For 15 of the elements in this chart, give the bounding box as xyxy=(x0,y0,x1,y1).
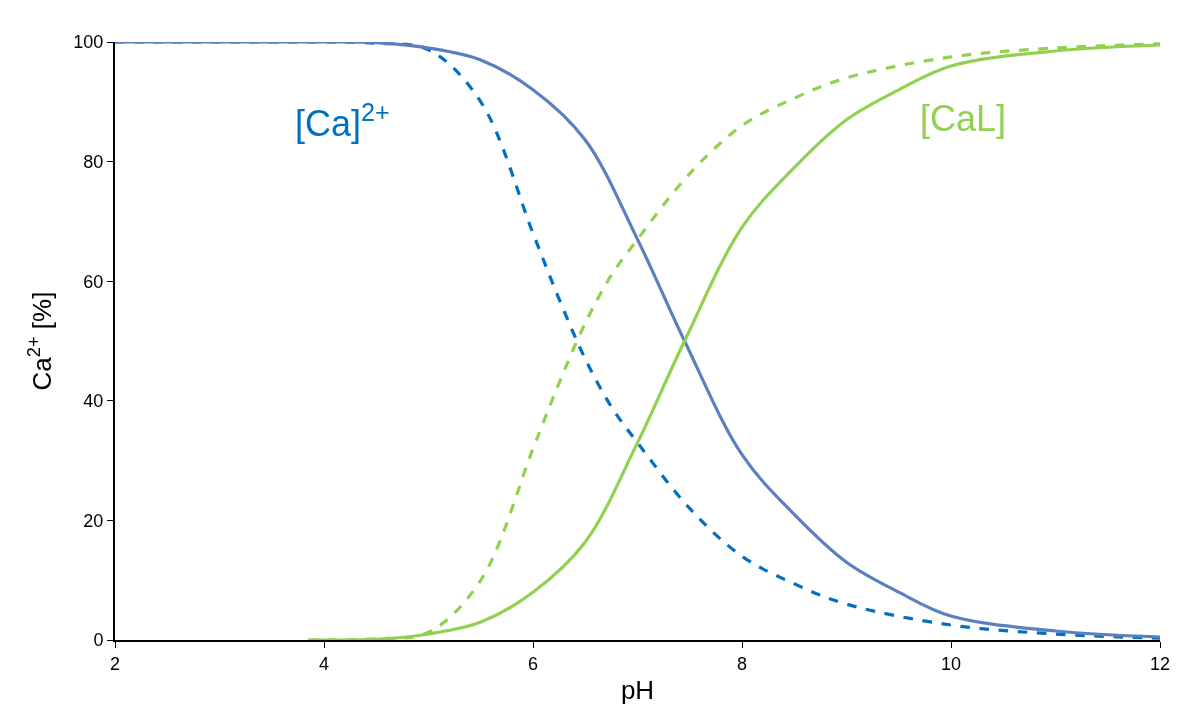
annotation: [CaL] xyxy=(920,98,1007,139)
y-tick-label: 40 xyxy=(83,391,104,412)
x-tick-label: 8 xyxy=(736,653,748,674)
x-tick-label: 12 xyxy=(1149,653,1171,674)
x-tick-label: 10 xyxy=(940,653,962,674)
y-tick-label: 0 xyxy=(93,630,104,651)
y-tick-label: 60 xyxy=(83,271,104,292)
y-tick-label: 100 xyxy=(73,32,104,53)
annotation: [Ca]$^{2+}$ xyxy=(295,98,390,145)
x-tick-label: 6 xyxy=(527,653,539,674)
x-tick-label: 2 xyxy=(109,653,121,674)
y-tick-label: 20 xyxy=(83,510,104,531)
x-axis-title: pH xyxy=(620,674,655,705)
x-tick-label: 4 xyxy=(318,653,330,674)
y-tick-label: 80 xyxy=(83,151,104,172)
